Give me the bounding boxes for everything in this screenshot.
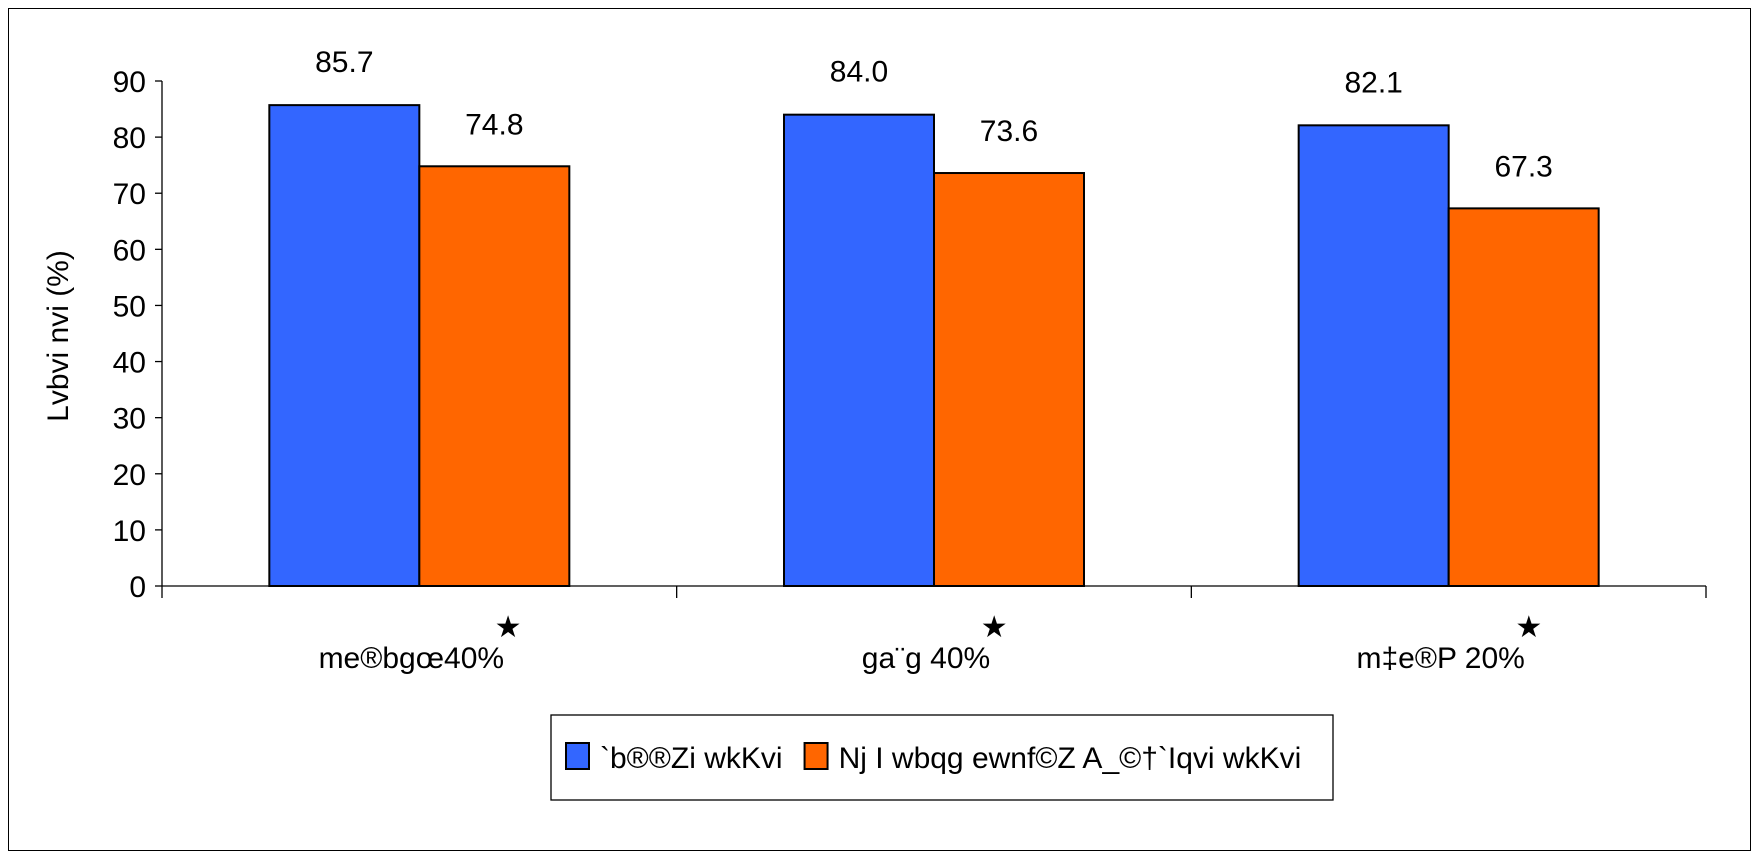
bar: [933, 172, 1085, 587]
legend-swatch: [565, 742, 590, 770]
y-axis-ticks: 0 10 20 30 40 50 60 70 80 90: [113, 66, 162, 604]
category-label: ga¨g 40%: [862, 642, 990, 675]
y-tick-label: 0: [129, 571, 146, 604]
y-tick-label: 10: [113, 515, 146, 548]
data-label: 74.8: [465, 108, 523, 141]
data-labels: 85.7 74.8 84.0 73.6 82.1 67.3: [315, 46, 1553, 183]
category-label: me®bgœ40%: [319, 642, 505, 675]
category-labels: me®bgœ40%★ga¨g 40%★m‡e®P 20%★: [319, 611, 1543, 675]
legend-box: [550, 714, 1334, 801]
bar: [1447, 207, 1600, 587]
legend-label: Nj I wbqg ewnf©Z A_©†`Iqvi wkKvi: [839, 742, 1302, 775]
bars: [268, 104, 1600, 588]
y-tick-label: 70: [113, 178, 146, 211]
data-label: 67.3: [1494, 150, 1552, 183]
legend-label: `b®®Zi wkKvi: [600, 742, 783, 775]
y-tick-label: 90: [113, 66, 146, 99]
bar: [418, 165, 571, 588]
y-tick-label: 40: [113, 347, 146, 380]
y-axis-title: Lvbvi nvi (%): [42, 250, 75, 422]
y-tick-label: 20: [113, 459, 146, 492]
y-tick-label: 60: [113, 234, 146, 267]
star-marker: ★: [981, 611, 1008, 644]
y-tick-label: 30: [113, 403, 146, 436]
legend: `b®®Zi wkKvi Nj I wbqg ewnf©Z A_©†`Iqvi w…: [550, 714, 1334, 801]
star-marker: ★: [1515, 611, 1542, 644]
star-marker: ★: [495, 611, 522, 644]
bar: [268, 104, 421, 587]
data-label: 82.1: [1344, 66, 1402, 99]
legend-swatch: [803, 742, 829, 770]
y-tick-label: 80: [113, 122, 146, 155]
y-tick-label: 50: [113, 290, 146, 323]
category-label: m‡e®P 20%: [1357, 642, 1525, 675]
data-label: 73.6: [980, 115, 1038, 148]
data-label: 84.0: [830, 56, 888, 89]
data-label: 85.7: [315, 46, 373, 79]
bar: [783, 113, 935, 588]
bar: [1297, 124, 1450, 587]
